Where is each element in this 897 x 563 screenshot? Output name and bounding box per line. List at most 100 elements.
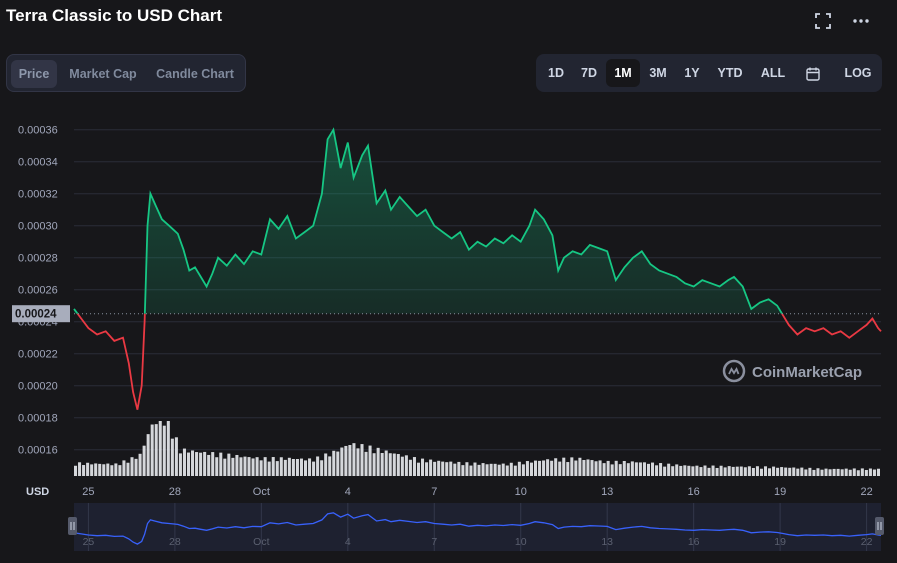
volume-bar (199, 452, 203, 476)
volume-bar (421, 458, 425, 476)
volume-bar (259, 460, 263, 476)
volume-bar (400, 456, 404, 476)
more-dots-icon[interactable] (852, 12, 870, 35)
volume-bar (178, 453, 182, 476)
volume-bar (751, 467, 755, 476)
volume-bar (610, 464, 614, 476)
range-1m[interactable]: 1M (606, 59, 640, 87)
volume-bar (130, 457, 134, 476)
calendar-icon[interactable] (798, 59, 828, 87)
navigator-tick-label: 10 (515, 536, 527, 548)
volume-bar (312, 461, 316, 476)
volume-bar (489, 463, 493, 476)
y-tick-label: 0.00034 (18, 157, 58, 169)
volume-bar (162, 425, 166, 476)
volume-bar (574, 460, 578, 476)
volume-bar (542, 460, 546, 476)
volume-bar (174, 437, 178, 476)
volume-bar (840, 469, 844, 476)
fullscreen-icon[interactable] (814, 12, 832, 35)
volume-bar (142, 445, 146, 476)
volume-bar (497, 464, 501, 476)
navigator-tick-label: Oct (253, 536, 269, 548)
volume-bar (94, 463, 98, 476)
tab-market-cap[interactable]: Market Cap (69, 67, 137, 81)
volume-bar (731, 466, 735, 476)
tab-candle-chart[interactable]: Candle Chart (156, 67, 234, 81)
volume-bar (562, 457, 566, 476)
y-tick-label: 0.00018 (18, 413, 58, 425)
volume-bar (110, 465, 114, 476)
volume-bar (396, 454, 400, 476)
volume-bar (328, 456, 332, 476)
volume-bar (550, 460, 554, 476)
volume-bar (763, 466, 768, 476)
navigator-tick-label: 7 (431, 536, 437, 548)
volume-bar (804, 469, 808, 476)
volume-bar (86, 462, 90, 476)
volume-bar (521, 464, 525, 476)
volume-bar (481, 463, 485, 476)
volume-bar (570, 457, 574, 476)
volume-bar (646, 463, 651, 476)
volume-bar (118, 465, 122, 476)
volume-bar (453, 463, 457, 476)
volume-bar (473, 462, 477, 476)
range-7d[interactable]: 7D (581, 66, 597, 80)
volume-bar (776, 467, 780, 476)
volume-bar (416, 462, 421, 476)
volume-bar (158, 421, 162, 476)
x-tick-label: 22 (860, 486, 872, 498)
y-tick-label: 0.00032 (18, 189, 58, 201)
navigator: 25 28 Oct 4 7 10 13 16 19 22 (68, 503, 884, 551)
y-tick-label: 0.00030 (18, 221, 58, 233)
y-axis-labels: 0.00036 0.00034 0.00032 0.00030 0.00028 0.000… (18, 125, 58, 457)
volume-bar (485, 464, 489, 476)
volume-bar (82, 465, 86, 476)
y-tick-label: 0.00016 (18, 445, 58, 457)
volume-bar (223, 458, 227, 476)
volume-bar (316, 456, 320, 476)
volume-bar (90, 464, 94, 476)
volume-bar (687, 465, 691, 476)
volume-bar (578, 457, 582, 476)
page-title: Terra Classic to USD Chart (6, 6, 223, 25)
volume-bar (251, 458, 255, 476)
navigator-left-handle (68, 517, 77, 535)
volume-bar (594, 461, 598, 476)
volume-bar (755, 466, 759, 476)
volume-bar (655, 465, 659, 476)
volume-bar (392, 453, 396, 476)
volume-bar (287, 457, 291, 476)
y-tick-label: 0.00026 (18, 285, 58, 297)
coinmarketcap-watermark: CoinMarketCap (722, 359, 862, 383)
baseline-label-box: 0.00024 (12, 305, 70, 323)
volume-bar (348, 445, 352, 476)
x-tick-label: 16 (688, 486, 700, 498)
volume-bar (203, 451, 207, 476)
volume-bar (546, 459, 550, 476)
volume-bar (291, 458, 295, 476)
volume-bar (477, 464, 481, 476)
x-tick-label: 10 (515, 486, 527, 498)
range-1y[interactable]: 1Y (684, 66, 700, 80)
volume-bar (590, 460, 594, 476)
volume-bar (263, 457, 267, 476)
range-all[interactable]: ALL (760, 66, 786, 80)
range-1d[interactable]: 1D (548, 66, 564, 80)
volume-bar (332, 450, 336, 476)
volume-bar (74, 465, 78, 476)
navigator-tick-label: 25 (83, 536, 95, 548)
volume-bar (186, 452, 191, 476)
volume-bar (529, 462, 533, 476)
volume-bar (582, 459, 586, 476)
volume-bar (227, 453, 231, 476)
range-3m[interactable]: 3M (649, 66, 667, 80)
range-ytd[interactable]: YTD (717, 66, 743, 80)
x-tick-label: 28 (169, 486, 181, 498)
range-log[interactable]: LOG (844, 66, 872, 80)
volume-bar (303, 460, 308, 476)
tab-price[interactable]: Price (11, 60, 57, 88)
volume-bar (852, 468, 856, 476)
